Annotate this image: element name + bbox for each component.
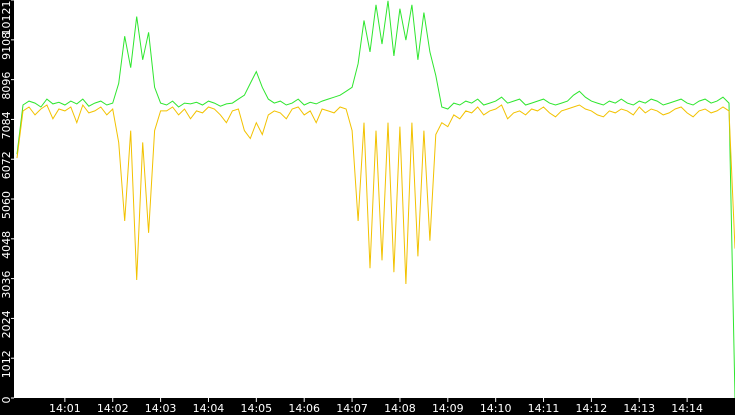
- x-tick-label: 14:09: [432, 402, 464, 415]
- x-tick-label: 14:07: [336, 402, 368, 415]
- y-tick-label: 8096: [0, 72, 13, 100]
- x-tick-label: 14:03: [145, 402, 177, 415]
- plot-area: [14, 0, 735, 398]
- y-tick-label: 9108: [0, 32, 13, 60]
- y-tick-label: 6072: [0, 151, 13, 179]
- series-line: [16, 0, 735, 399]
- x-tick-label: 14:12: [576, 402, 608, 415]
- x-tick-label: 14:10: [480, 402, 512, 415]
- x-tick-label: 14:11: [528, 402, 560, 415]
- x-tick-label: 14:05: [240, 402, 272, 415]
- x-tick-label: 14:08: [384, 402, 416, 415]
- x-tick-label: 14:06: [288, 402, 320, 415]
- y-tick-label: 3036: [0, 271, 13, 299]
- series-line: [16, 103, 735, 285]
- y-tick-label: 0: [0, 397, 13, 404]
- x-tick-label: 14:14: [671, 402, 703, 415]
- y-tick-label: 10121: [0, 1, 13, 36]
- x-tick-label: 14:13: [623, 402, 655, 415]
- y-tick-label: 1012: [0, 350, 13, 378]
- x-tick-label: 14:02: [97, 402, 129, 415]
- y-tick-label: 2024: [0, 310, 13, 338]
- y-tick-label: 4048: [0, 231, 13, 259]
- y-tick-label: 7084: [0, 111, 13, 139]
- x-tick-label: 14:01: [49, 402, 81, 415]
- x-tick-label: 14:04: [193, 402, 225, 415]
- y-tick-label: 5060: [0, 191, 13, 219]
